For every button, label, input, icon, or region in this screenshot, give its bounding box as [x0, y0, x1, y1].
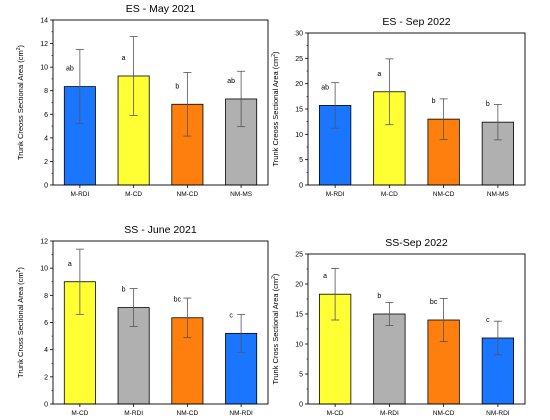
x-tick-label: M-CD — [125, 191, 142, 198]
y-tick-label: 10 — [40, 266, 48, 273]
error-bar — [439, 297, 448, 343]
significance-letter: b — [122, 287, 126, 294]
x-tick-label: M-RDI — [326, 191, 345, 198]
y-tick-label: 20 — [295, 81, 303, 88]
chart-title: ES - May 2021 — [126, 3, 196, 15]
significance-letter: b — [486, 101, 490, 108]
error-bar — [385, 302, 394, 326]
x-tick-label: M-CD — [381, 191, 398, 198]
x-tick-label: NM-CD — [177, 191, 199, 198]
y-tick-label: 2 — [44, 374, 48, 381]
x-tick-label: NM-CD — [433, 410, 455, 417]
y-tick-label: 12 — [40, 41, 48, 48]
y-tick-label: 15 — [295, 107, 303, 114]
chart-title: SS - June 2021 — [124, 224, 197, 236]
y-tick-label: 10 — [295, 342, 303, 349]
y-tick-label: 12 — [40, 239, 48, 246]
chart-panel-3: SS - June 2021 a M-CD b M-RDI bc NM-CD c NM-RDI 0… — [16, 224, 269, 417]
x-tick-label: NM-RDI — [229, 410, 253, 417]
significance-letter: a — [68, 261, 72, 268]
error-bar — [331, 267, 340, 321]
plot-frame — [52, 19, 269, 186]
error-bar — [237, 313, 246, 353]
y-tick-label: 8 — [44, 88, 48, 95]
significance-letter: ab — [66, 66, 74, 73]
error-bar — [331, 82, 340, 129]
error-bar — [493, 320, 502, 356]
error-bar — [183, 72, 192, 137]
x-tick-label: M-RDI — [380, 410, 399, 417]
y-tick-label: 0 — [299, 402, 303, 409]
significance-letter: ab — [321, 84, 329, 91]
significance-letter: b — [175, 83, 179, 90]
significance-letter: ab — [227, 78, 235, 85]
y-tick-label: 2 — [44, 159, 48, 166]
chart-title: ES - Sep 2022 — [382, 16, 450, 28]
y-tick-label: 5 — [299, 372, 303, 379]
significance-letter: c — [229, 312, 233, 319]
significance-letter: b — [377, 293, 381, 300]
chart-panel-2: ES - Sep 2022 ab M-RDI a M-CD b NM-CD b NM-MS 0 5 1… — [271, 16, 526, 198]
error-bar — [129, 36, 138, 116]
y-tick-label: 4 — [44, 347, 48, 354]
x-tick-label: NM-RDI — [486, 410, 510, 417]
y-tick-label: 6 — [44, 112, 48, 119]
significance-letter: bc — [430, 299, 438, 306]
significance-letter: b — [432, 98, 436, 105]
y-tick-label: 5 — [299, 157, 303, 164]
y-axis-label: Trunk Creoss Sectional Area (cm2) — [16, 44, 25, 160]
x-tick-label: M-CD — [327, 410, 344, 417]
x-tick-label: M-RDI — [124, 410, 143, 417]
y-tick-label: 25 — [295, 56, 303, 63]
error-bar — [75, 49, 84, 125]
x-tick-label: NM-CD — [433, 191, 455, 198]
y-tick-label: 8 — [44, 293, 48, 300]
x-tick-label: NM-CD — [177, 410, 199, 417]
y-tick-label: 20 — [295, 282, 303, 289]
y-tick-label: 15 — [295, 312, 303, 319]
y-tick-label: 10 — [40, 65, 48, 72]
bar-m-rdi — [373, 313, 406, 405]
plot-frame — [307, 32, 526, 186]
error-bar — [237, 70, 246, 128]
significance-letter: bc — [174, 297, 182, 304]
y-tick-label: 25 — [295, 252, 303, 259]
plot-frame — [52, 240, 269, 405]
y-tick-label: 14 — [40, 18, 48, 25]
error-bar — [493, 104, 502, 141]
significance-letter: a — [122, 55, 126, 62]
y-tick-label: 6 — [44, 320, 48, 327]
error-bar — [183, 297, 192, 338]
error-bar — [385, 58, 394, 126]
x-tick-label: M-CD — [71, 410, 88, 417]
y-tick-label: 0 — [44, 402, 48, 409]
x-tick-label: NM-MS — [230, 191, 253, 198]
y-tick-label: 0 — [299, 183, 303, 190]
error-bar — [129, 288, 138, 327]
error-bar — [439, 98, 448, 140]
chart-panel-4: SS-Sep 2022 a M-CD b M-RDI bc NM-CD c NM-RDI 0 5 10… — [271, 237, 526, 417]
y-tick-label: 30 — [295, 31, 303, 38]
significance-letter: c — [486, 317, 490, 324]
chart-title: SS-Sep 2022 — [385, 237, 448, 249]
significance-letter: a — [377, 71, 381, 78]
significance-letter: a — [323, 273, 327, 280]
y-tick-label: 4 — [44, 135, 48, 142]
x-tick-label: NM-MS — [487, 191, 510, 198]
x-tick-label: M-RDI — [70, 191, 89, 198]
plot-frame — [307, 253, 526, 405]
y-axis-label: Trunk Creoss Sectional Area (cm2) — [271, 51, 280, 167]
y-tick-label: 10 — [295, 132, 303, 139]
chart-panel-1: ES - May 2021 ab M-RDI a M-CD b NM-CD ab NM-MS 0 2… — [16, 3, 269, 198]
y-axis-label: Trunk Cross Sectional Area (cm2) — [271, 273, 280, 384]
error-bar — [75, 248, 84, 315]
y-axis-label: Trunk Cross Sectional Area (cm2) — [16, 267, 25, 378]
y-tick-label: 0 — [44, 183, 48, 190]
